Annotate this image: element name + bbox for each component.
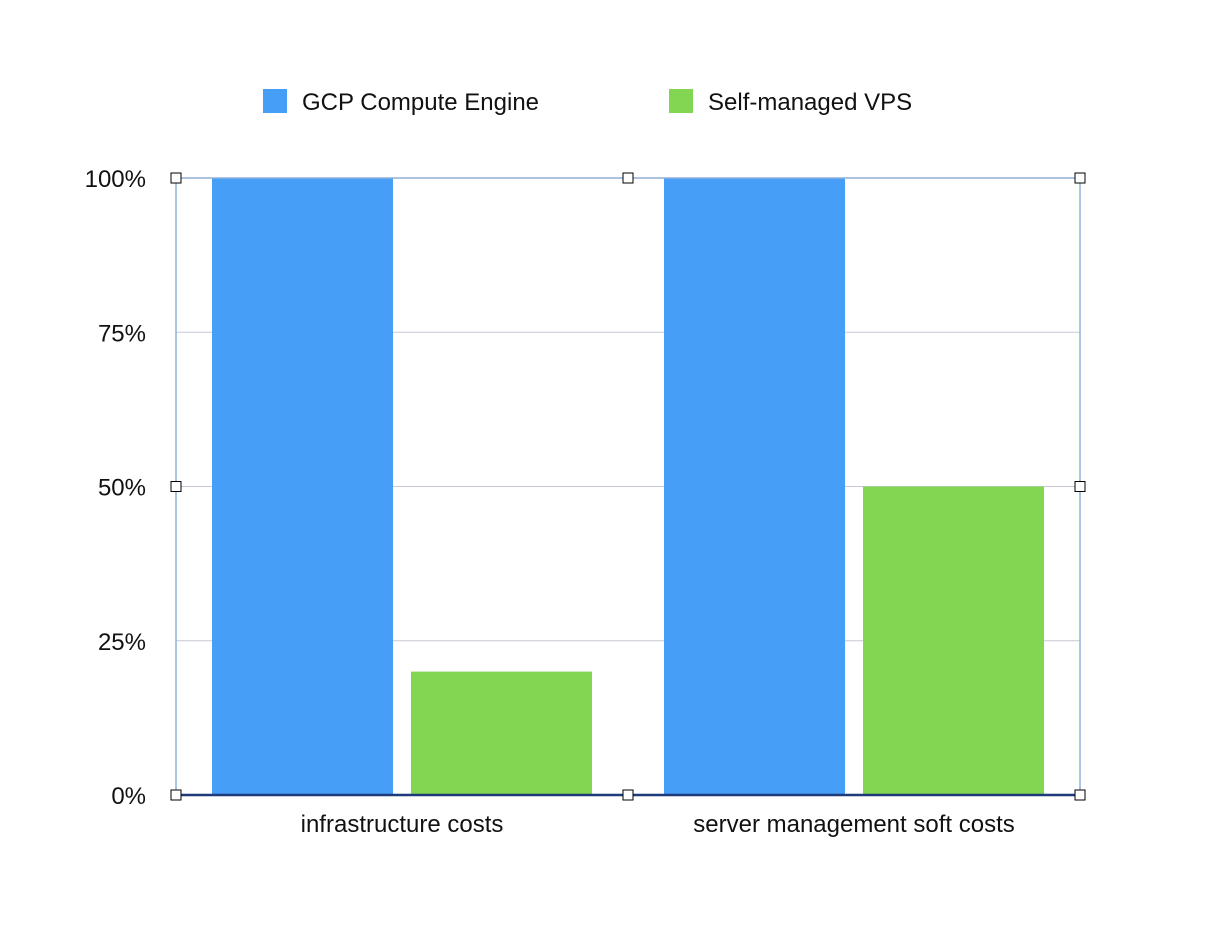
y-tick-label-75: 75% [98, 320, 146, 347]
x-category-label-server-management-soft-costs: server management soft costs [693, 811, 1014, 838]
y-tick-label-100: 100% [85, 166, 146, 193]
legend-label-gcp-compute-engine: GCP Compute Engine [302, 89, 539, 116]
legend-swatch-self-managed-vps [669, 89, 693, 113]
resize-handle-bottom-right[interactable] [1074, 789, 1086, 801]
resize-handle-middle-left[interactable] [170, 481, 182, 492]
resize-handle-top-left[interactable] [170, 172, 182, 184]
selection-frame[interactable] [170, 172, 1086, 801]
resize-handle-middle-right[interactable] [1074, 481, 1086, 492]
legend-label-self-managed-vps: Self-managed VPS [708, 89, 912, 116]
bars [212, 178, 1044, 795]
y-tick-label-50: 50% [98, 475, 146, 502]
bar-self-managed-vps-infrastructure-costs[interactable] [411, 671, 592, 795]
resize-handle-top-center[interactable] [622, 172, 634, 184]
bar-gcp-compute-engine-server-management-soft-costs[interactable] [664, 178, 845, 795]
legend-item-self-managed-vps: Self-managed VPS [669, 89, 912, 116]
legend-swatch-gcp-compute-engine [263, 89, 287, 113]
bar-self-managed-vps-server-management-soft-costs[interactable] [863, 486, 1044, 796]
resize-handle-top-right[interactable] [1074, 172, 1086, 184]
x-category-label-infrastructure-costs: infrastructure costs [301, 811, 504, 838]
y-tick-label-25: 25% [98, 629, 146, 656]
legend-item-gcp-compute-engine: GCP Compute Engine [263, 89, 539, 116]
legend: GCP Compute Engine Self-managed VPS [263, 89, 912, 116]
y-tick-label-0: 0% [111, 783, 146, 810]
resize-handle-bottom-center[interactable] [622, 789, 634, 801]
resize-handle-bottom-left[interactable] [170, 789, 182, 801]
bar-gcp-compute-engine-infrastructure-costs[interactable] [212, 178, 393, 795]
axes: 0% 25% 50% 75% 100% infrastructure costs serve… [85, 166, 1015, 838]
